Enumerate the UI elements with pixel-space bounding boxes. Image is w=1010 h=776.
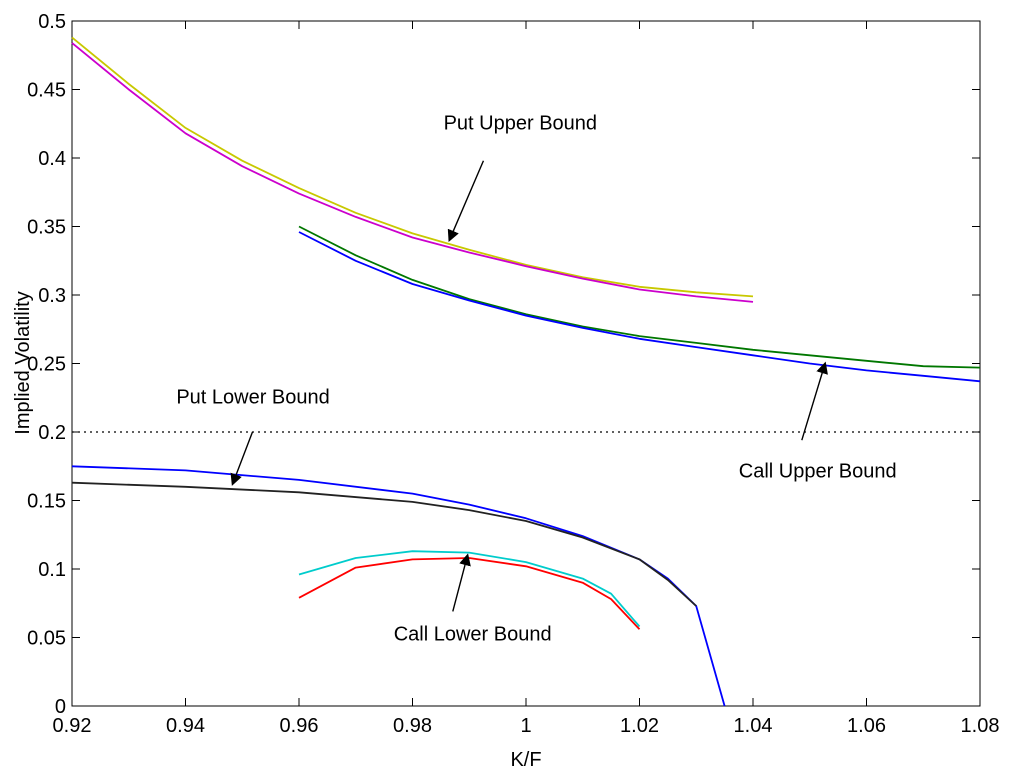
y-tick-label: 0.35: [27, 217, 66, 239]
annotation-layer: Put Upper Bound Call Upper Bound Put Lower…: [176, 112, 896, 645]
x-tick-label: 1.06: [847, 715, 886, 737]
series-line-9: [298, 557, 641, 630]
x-tick-label: 0.98: [393, 715, 432, 737]
x-tick-label: 1.02: [620, 715, 659, 737]
y-tick-label: 0.25: [27, 354, 66, 376]
series-line-2: [71, 42, 754, 303]
annotation-label: Put Lower Bound: [176, 386, 329, 408]
x-tick-label: 1: [520, 715, 531, 737]
annotation-arrow: [230, 431, 254, 486]
annotation-label: Call Upper Bound: [739, 460, 897, 482]
y-tick-label: 0.3: [38, 285, 66, 307]
annotation-label: Put Upper Bound: [444, 112, 597, 134]
series-line-3: [298, 225, 981, 369]
series-line-4: [298, 231, 981, 383]
annotation-arrow: [801, 361, 828, 441]
x-axis-label: K/F: [510, 749, 541, 771]
y-axis: 0 0.05 0.1 0.15 0.2 0.25 0.3 0.35 0.4 0.45 0.5: [27, 11, 980, 718]
y-tick-label: 0.15: [27, 491, 66, 513]
series-line-1: [71, 36, 754, 298]
y-tick-label: 0.1: [38, 559, 66, 581]
y-axis-label: Implied Volatility: [12, 291, 34, 434]
annotation-arrow: [452, 553, 471, 612]
series-line-8: [298, 550, 641, 628]
y-tick-label: 0.45: [27, 80, 66, 102]
x-axis: 0.92 0.94 0.96 0.98 1 1.02 1.04 1.06 1.08: [53, 21, 1000, 737]
y-tick-label: 0.2: [38, 422, 66, 444]
y-tick-label: 0.5: [38, 11, 66, 33]
x-tick-label: 0.94: [166, 715, 205, 737]
x-tick-label: 0.92: [53, 715, 92, 737]
y-tick-label: 0.4: [38, 148, 66, 170]
plot-area: [71, 20, 981, 707]
annotation-arrow: [447, 160, 485, 243]
series-layer: [71, 36, 981, 707]
x-tick-label: 0.96: [280, 715, 319, 737]
x-tick-label: 1.08: [961, 715, 1000, 737]
annotation-label: Call Lower Bound: [394, 623, 552, 645]
y-tick-label: 0: [55, 696, 66, 718]
y-tick-label: 0.05: [27, 628, 66, 650]
series-line-7: [71, 481, 697, 607]
x-tick-label: 1.04: [734, 715, 773, 737]
